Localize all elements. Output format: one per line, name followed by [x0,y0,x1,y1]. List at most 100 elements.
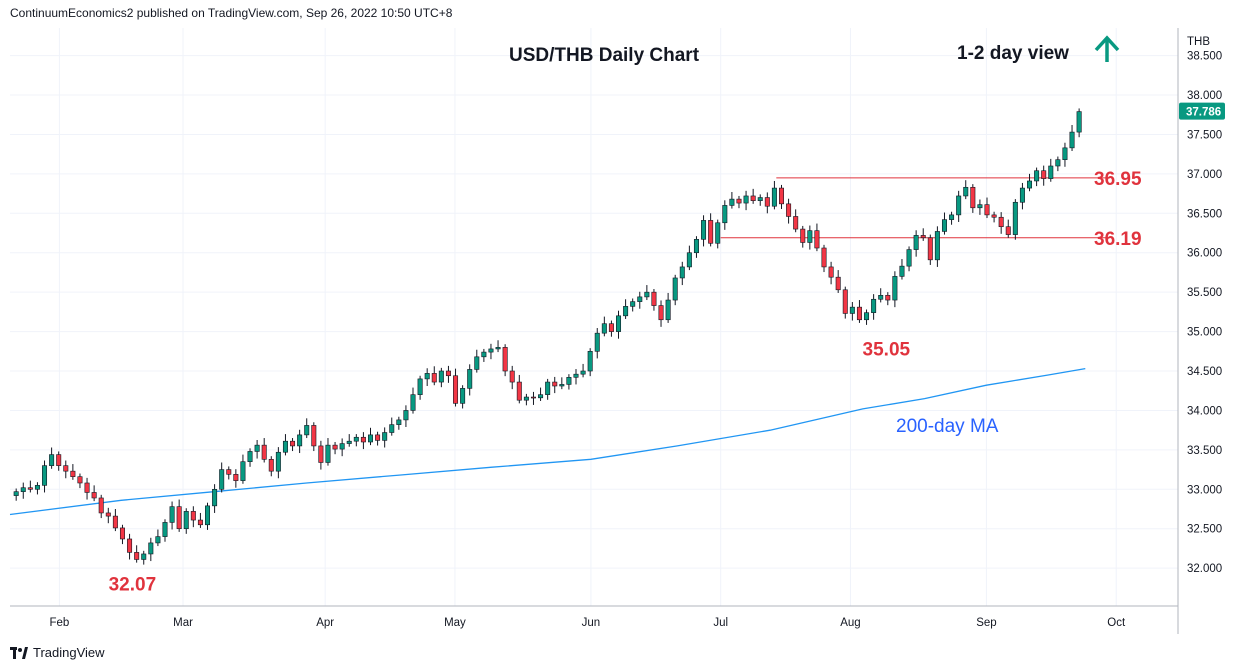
candle [70,464,76,480]
grid [10,28,1178,606]
y-tick-label: 33.000 [1187,484,1222,496]
candle [1076,108,1082,138]
y-tick-label: 35.000 [1187,327,1222,339]
candle [906,246,912,272]
candle [573,369,579,385]
candle [970,184,976,213]
candle [637,291,643,309]
candle [523,393,529,406]
candle [679,261,685,286]
candle [878,288,884,303]
candle [927,234,933,265]
candle [1012,199,1018,240]
candle [481,348,487,362]
candle [417,375,423,400]
publisher-line: ContinuumEconomics2 published on Trading… [10,6,453,20]
y-tick-label: 36.500 [1187,208,1222,220]
candle [1062,142,1068,167]
candle [212,484,218,513]
candle [13,488,19,501]
candle [148,537,154,562]
candlestick-series [13,108,1082,565]
candle [587,348,593,377]
x-axis-ticks: Feb Mar Apr May Jun Jul Aug Sep Oct [50,617,1126,629]
candle [934,226,940,267]
candle [538,387,544,401]
candle [112,509,118,532]
candle [389,417,395,436]
candle [233,469,239,488]
candle [623,299,629,319]
y-tick-label: 33.500 [1187,445,1222,457]
price-chart[interactable]: 36.95 36.19 38.500 38.000 37.500 37.000 36.50… [0,0,1244,640]
candle [594,328,600,359]
candle [431,366,437,386]
candle [474,349,480,373]
candle [375,431,381,446]
candle [885,292,891,306]
candle [445,365,451,383]
candle [488,343,494,360]
candle [460,385,466,409]
currency-label: THB [1187,36,1210,48]
candle [403,405,409,428]
candle [410,387,416,414]
candle [105,507,111,524]
candle [984,197,990,219]
candle [453,368,459,407]
candle [630,298,636,312]
candle [63,460,69,479]
ma-200-label: 200-day MA [896,416,999,437]
candle [205,502,211,530]
level-label: 36.19 [1094,229,1142,250]
candle [297,429,303,454]
candle [757,194,763,206]
candle [956,190,962,222]
candle [658,300,664,327]
candle [290,438,296,452]
candle [367,427,373,446]
candle [580,363,586,378]
candle [467,364,473,396]
candle [708,213,714,247]
candle [651,289,657,311]
candle [1005,219,1011,238]
horizontal-levels: 36.95 36.19 [720,169,1142,250]
candle [91,485,97,502]
candle [268,456,274,477]
candle [56,451,62,471]
candle [920,228,926,241]
candle [701,215,707,247]
candle [240,454,246,484]
candle [247,448,253,467]
x-tick-label: Aug [840,617,860,629]
x-tick-label: Feb [50,617,70,629]
candle [304,418,310,439]
last-price-badge: 37.786 [1179,102,1225,120]
candle [686,245,692,271]
candle [424,368,430,386]
candle [835,270,841,293]
y-tick-label: 38.500 [1187,51,1222,63]
candle [807,225,813,250]
candle [226,466,232,480]
candle [20,482,26,499]
candle [828,261,834,285]
candle [84,477,90,500]
candle [764,192,770,214]
candle [1019,182,1025,210]
candle [941,212,947,235]
candle [396,416,402,430]
footer: TradingView [10,645,105,660]
candle [382,427,388,448]
y-axis-ticks: 38.500 38.000 37.500 37.000 36.500 36.000 35.5… [1187,51,1222,576]
candle [27,480,33,493]
ma-200-series [9,367,1086,516]
candle [1048,158,1054,182]
level-label: 36.95 [1094,169,1142,190]
y-tick-label: 36.000 [1187,248,1222,260]
candle [1069,124,1075,152]
candle [282,434,288,456]
candle [49,447,55,469]
candle [977,199,983,215]
